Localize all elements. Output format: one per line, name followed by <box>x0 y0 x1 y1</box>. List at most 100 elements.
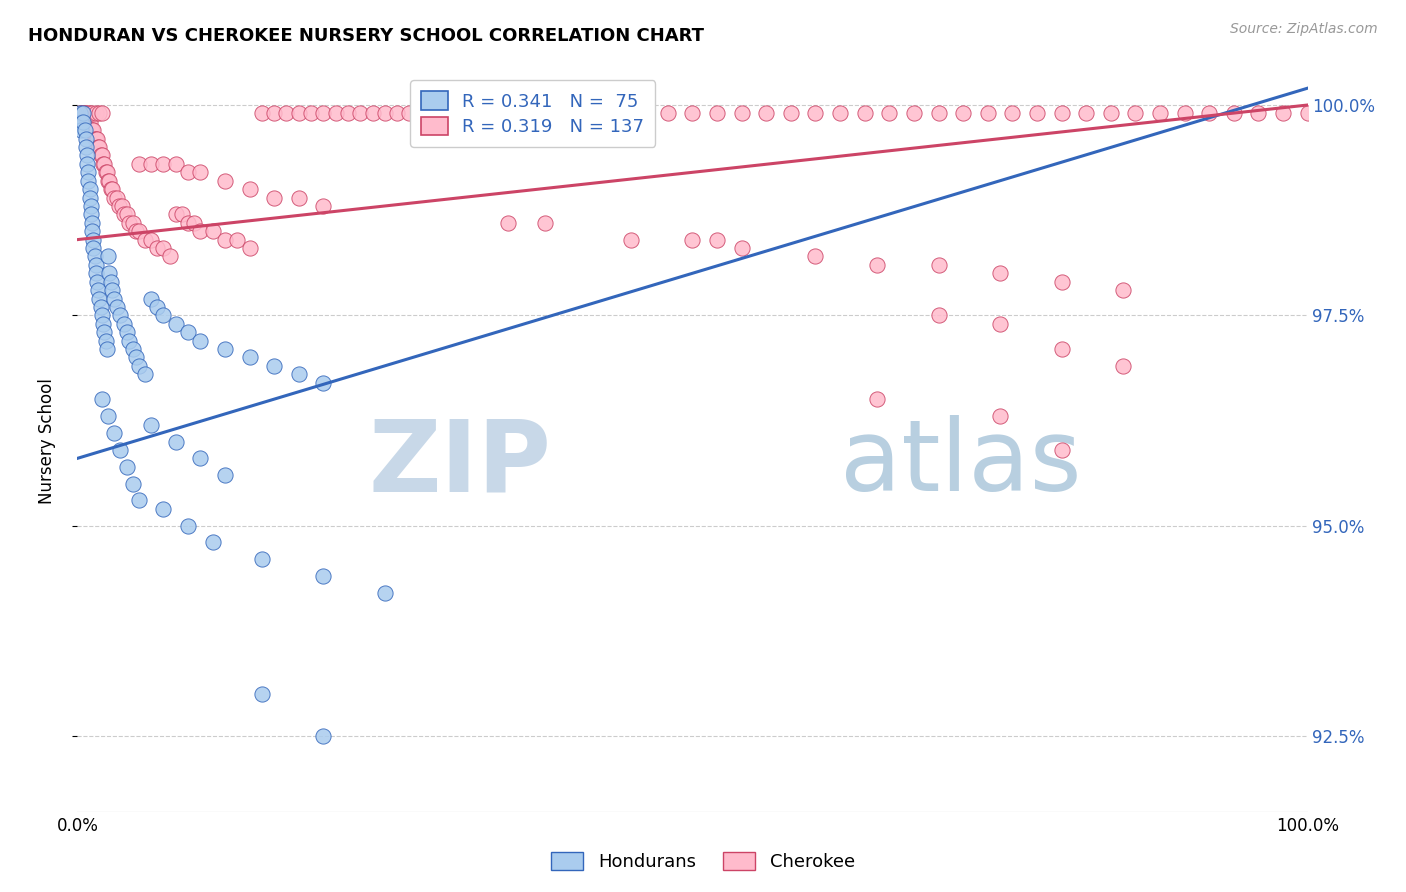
Point <box>558 106 581 120</box>
Point <box>73 106 96 120</box>
Point <box>977 106 1000 120</box>
Point <box>93 157 115 171</box>
Point <box>141 292 163 306</box>
Point <box>115 325 138 339</box>
Point <box>288 190 311 204</box>
Point <box>1050 342 1073 356</box>
Point <box>214 468 236 483</box>
Point <box>165 434 187 449</box>
Point <box>1296 106 1319 120</box>
Point <box>128 157 150 171</box>
Point <box>534 106 557 120</box>
Point <box>731 106 754 120</box>
Point <box>190 451 212 466</box>
Point <box>105 300 128 314</box>
Point <box>183 216 205 230</box>
Point <box>80 207 103 221</box>
Point <box>115 459 138 474</box>
Point <box>97 409 120 424</box>
Point <box>177 216 200 230</box>
Point <box>1223 106 1246 120</box>
Point <box>1247 106 1270 120</box>
Point <box>1026 106 1049 120</box>
Point <box>312 729 335 743</box>
Point <box>312 569 335 583</box>
Point <box>89 292 111 306</box>
Point <box>70 123 93 137</box>
Point <box>87 140 110 154</box>
Point <box>83 131 105 145</box>
Point <box>374 106 396 120</box>
Point <box>86 275 108 289</box>
Point <box>118 334 141 348</box>
Point <box>91 157 114 171</box>
Point <box>952 106 974 120</box>
Point <box>780 106 803 120</box>
Point <box>84 258 107 272</box>
Point <box>1076 106 1098 120</box>
Point <box>509 106 531 120</box>
Point <box>91 317 114 331</box>
Point <box>853 106 876 120</box>
Point <box>115 207 138 221</box>
Point <box>82 241 104 255</box>
Point <box>159 250 181 264</box>
Point <box>75 106 97 120</box>
Point <box>76 115 98 129</box>
Text: atlas: atlas <box>841 416 1081 512</box>
Point <box>82 224 104 238</box>
Point <box>1050 442 1073 457</box>
Point <box>250 106 273 120</box>
Point <box>76 157 98 171</box>
Point <box>90 106 114 120</box>
Point <box>82 106 104 120</box>
Point <box>190 165 212 179</box>
Point <box>177 165 200 179</box>
Point <box>100 182 122 196</box>
Point <box>96 342 118 356</box>
Point <box>361 106 384 120</box>
Point <box>534 216 557 230</box>
Point <box>706 106 728 120</box>
Point <box>201 224 224 238</box>
Point <box>90 148 112 162</box>
Point <box>903 106 925 120</box>
Point <box>101 283 124 297</box>
Point <box>72 106 94 120</box>
Legend: Hondurans, Cherokee: Hondurans, Cherokee <box>544 845 862 879</box>
Point <box>607 106 630 120</box>
Point <box>1112 283 1135 297</box>
Point <box>620 233 643 247</box>
Point <box>128 493 150 508</box>
Point <box>110 309 132 323</box>
Point <box>214 342 236 356</box>
Point <box>97 174 120 188</box>
Point <box>496 216 519 230</box>
Point <box>928 309 950 323</box>
Point <box>879 106 901 120</box>
Point <box>82 216 104 230</box>
Point <box>152 309 174 323</box>
Point <box>79 106 101 120</box>
Point <box>583 106 606 120</box>
Point <box>72 115 94 129</box>
Point <box>70 115 93 129</box>
Point <box>1001 106 1024 120</box>
Point <box>682 233 704 247</box>
Point <box>90 392 114 407</box>
Point <box>110 442 132 457</box>
Point <box>299 106 322 120</box>
Point <box>165 157 187 171</box>
Point <box>125 351 148 365</box>
Point <box>263 106 285 120</box>
Point <box>125 224 148 238</box>
Point <box>97 250 120 264</box>
Legend: R = 0.341   N =  75, R = 0.319   N = 137: R = 0.341 N = 75, R = 0.319 N = 137 <box>411 80 655 147</box>
Point <box>77 165 100 179</box>
Point <box>83 250 105 264</box>
Point <box>86 131 108 145</box>
Point <box>82 123 104 137</box>
Point <box>128 359 150 373</box>
Point <box>84 266 107 280</box>
Point <box>73 123 96 137</box>
